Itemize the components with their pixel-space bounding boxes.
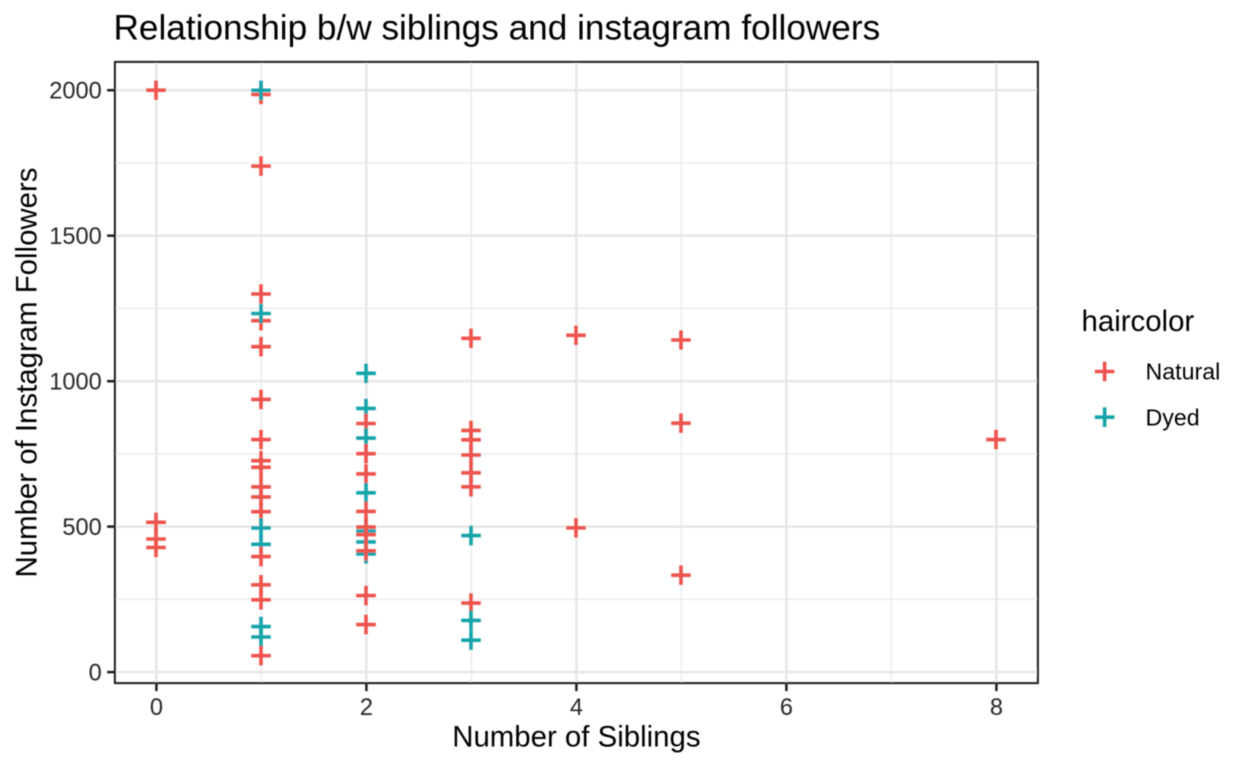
svg-text:0: 0 xyxy=(150,695,163,721)
svg-text:2: 2 xyxy=(360,695,373,721)
svg-text:8: 8 xyxy=(990,695,1003,721)
svg-text:0: 0 xyxy=(89,661,102,687)
svg-text:4: 4 xyxy=(570,695,583,721)
svg-text:Natural: Natural xyxy=(1146,359,1221,385)
svg-text:haircolor: haircolor xyxy=(1082,305,1195,338)
svg-text:2000: 2000 xyxy=(49,79,102,105)
svg-text:Dyed: Dyed xyxy=(1146,404,1200,430)
svg-text:6: 6 xyxy=(780,695,793,721)
svg-text:1000: 1000 xyxy=(49,370,102,396)
svg-text:1500: 1500 xyxy=(49,224,102,250)
svg-text:Number of Siblings: Number of Siblings xyxy=(452,721,700,754)
svg-text:Number of Instagram Followers: Number of Instagram Followers xyxy=(10,168,43,578)
svg-text:500: 500 xyxy=(62,515,101,541)
svg-text:Relationship b/w siblings and: Relationship b/w siblings and instagram … xyxy=(114,9,881,48)
